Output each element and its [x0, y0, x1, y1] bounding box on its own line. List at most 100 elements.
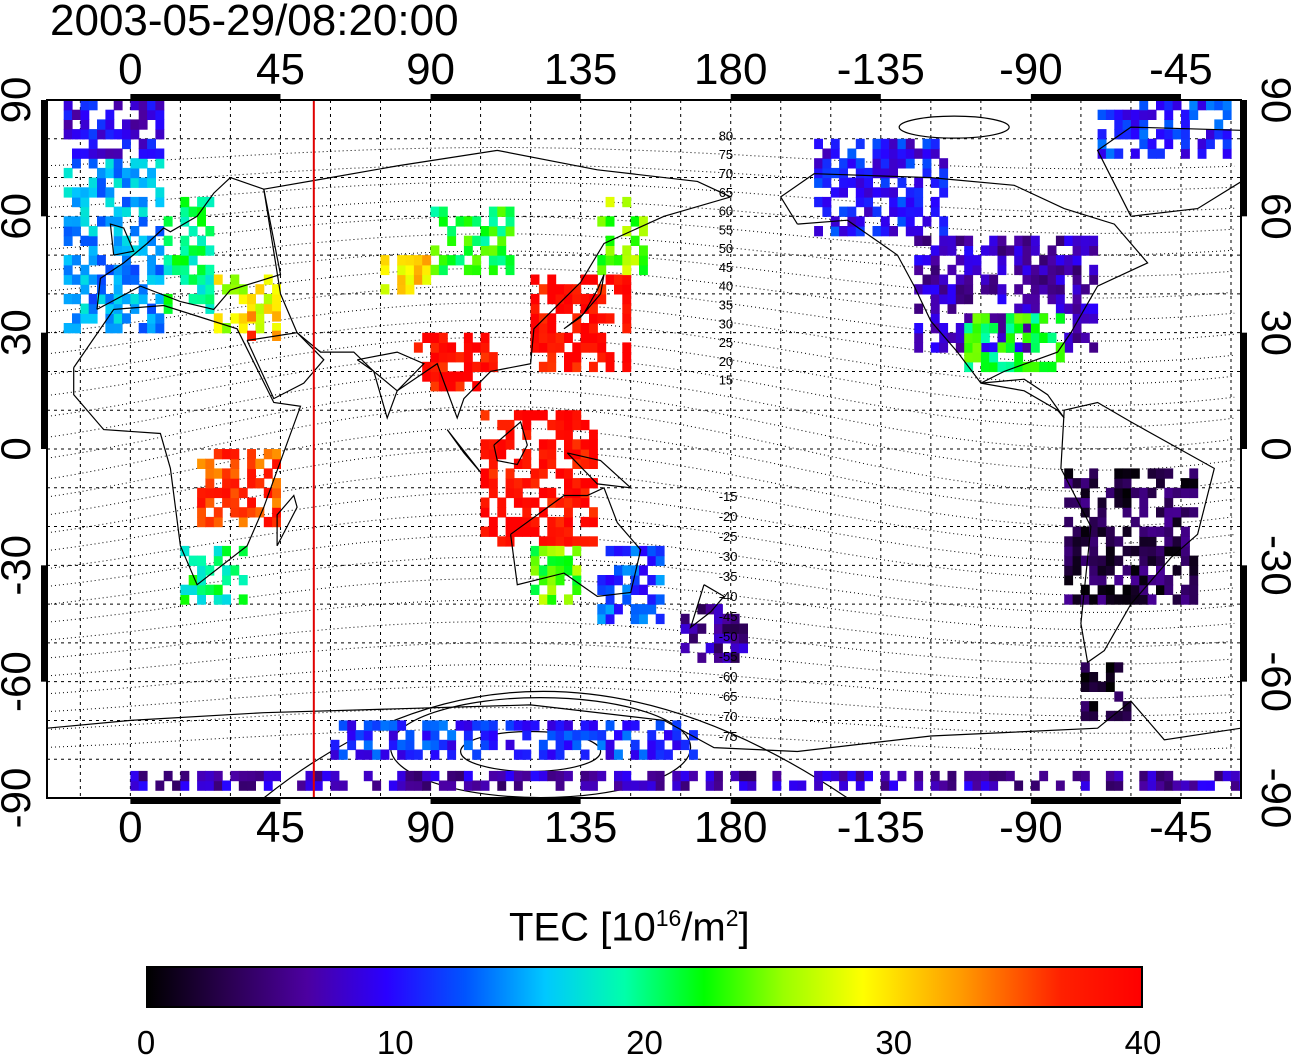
tec-cell [88, 177, 98, 188]
tec-cell [172, 264, 181, 276]
tec-cell [572, 342, 582, 353]
tec-cell [589, 478, 598, 489]
tec-cell [63, 255, 73, 266]
tec-cell [997, 323, 1007, 334]
tec-cell [472, 361, 482, 373]
tec-cell [1197, 148, 1207, 159]
tec-cell [655, 594, 665, 605]
tec-cell [897, 770, 907, 782]
tec-cell [497, 497, 507, 508]
tec-cell [530, 720, 540, 731]
tec-cell [1064, 235, 1074, 246]
tec-cell [1030, 332, 1040, 343]
tec-cell [864, 206, 873, 217]
tec-cell [122, 313, 131, 324]
tec-cell [463, 332, 473, 343]
tec-cell [989, 770, 999, 782]
tec-cell [1181, 148, 1190, 159]
tec-cell [222, 323, 231, 334]
tec-cell [947, 303, 957, 314]
tec-cell [955, 293, 965, 305]
right-axis-bar [1241, 100, 1247, 217]
tec-cell [255, 303, 265, 314]
tec-cell [1089, 681, 1099, 692]
tec-cell [714, 623, 723, 634]
right-lat-tick-label: -60 [1253, 651, 1292, 712]
tec-cell [980, 780, 990, 791]
tec-cell [1105, 526, 1115, 537]
tec-cell [188, 206, 198, 217]
tec-cell [1014, 361, 1024, 373]
coastline [493, 420, 528, 466]
tec-cell [438, 371, 448, 382]
tec-cell [338, 720, 348, 731]
tec-cell [80, 109, 90, 120]
tec-cell [272, 311, 281, 322]
tec-cell [197, 235, 206, 246]
tec-cell [397, 255, 407, 266]
tec-cell [564, 730, 573, 741]
tec-cell [297, 780, 306, 791]
tec-cell [722, 652, 732, 663]
tec-cell [989, 274, 999, 285]
tec-cell [438, 739, 448, 751]
tec-cell [472, 780, 482, 791]
tec-cell [547, 449, 557, 460]
tec-cell [147, 313, 156, 324]
tec-cell [1114, 575, 1124, 586]
tec-cell [964, 313, 974, 324]
tec-cell [1039, 332, 1049, 343]
tec-cell [430, 264, 440, 276]
tec-cell [422, 264, 432, 276]
tec-cell [872, 148, 882, 159]
tec-cell [1064, 575, 1074, 586]
tec-cell [538, 410, 548, 421]
tec-cell [138, 109, 148, 120]
tec-cell [989, 352, 999, 363]
tec-cell [564, 419, 573, 431]
tec-cell [647, 770, 657, 782]
tec-cell [180, 245, 190, 256]
tec-cell [180, 545, 190, 557]
tec-cell [247, 293, 256, 305]
tec-cell [564, 439, 573, 450]
tec-cell [580, 536, 590, 547]
tec-cell [213, 555, 223, 566]
tec-cell [980, 342, 990, 353]
tec-cell [914, 303, 924, 314]
tec-cell [964, 770, 974, 782]
tec-cell [572, 478, 582, 489]
tec-cell [1172, 516, 1182, 528]
tec-cell [472, 720, 482, 731]
tec-cell [772, 770, 782, 782]
tec-cell [855, 158, 865, 169]
tec-cell [205, 565, 215, 576]
tec-cell [930, 255, 940, 266]
left-lat-tick-label: -60 [0, 651, 39, 712]
tec-cell [180, 780, 190, 791]
tec-cell [1022, 255, 1032, 266]
tec-cell [397, 749, 407, 760]
tec-cell [1089, 303, 1099, 314]
tec-cell [914, 264, 924, 276]
tec-cell [547, 516, 557, 528]
tec-cell [1222, 100, 1232, 111]
tec-cell [105, 264, 115, 276]
tec-cell [447, 352, 457, 363]
tec-cell [130, 264, 140, 276]
tec-cell [130, 274, 140, 285]
tec-cell [1022, 274, 1032, 285]
tec-cell [538, 507, 548, 518]
mag-contour [47, 267, 1235, 321]
tec-cell [614, 545, 623, 557]
contour-label: 35 [719, 298, 733, 313]
tec-cell [180, 196, 190, 208]
tec-cell [1080, 672, 1090, 683]
tec-cell [647, 749, 657, 760]
tec-cell [939, 216, 949, 227]
tec-cell [572, 410, 582, 421]
tec-cell [113, 206, 123, 217]
tec-cell [947, 284, 957, 295]
tec-cell [147, 264, 156, 276]
tec-cell [939, 158, 949, 169]
